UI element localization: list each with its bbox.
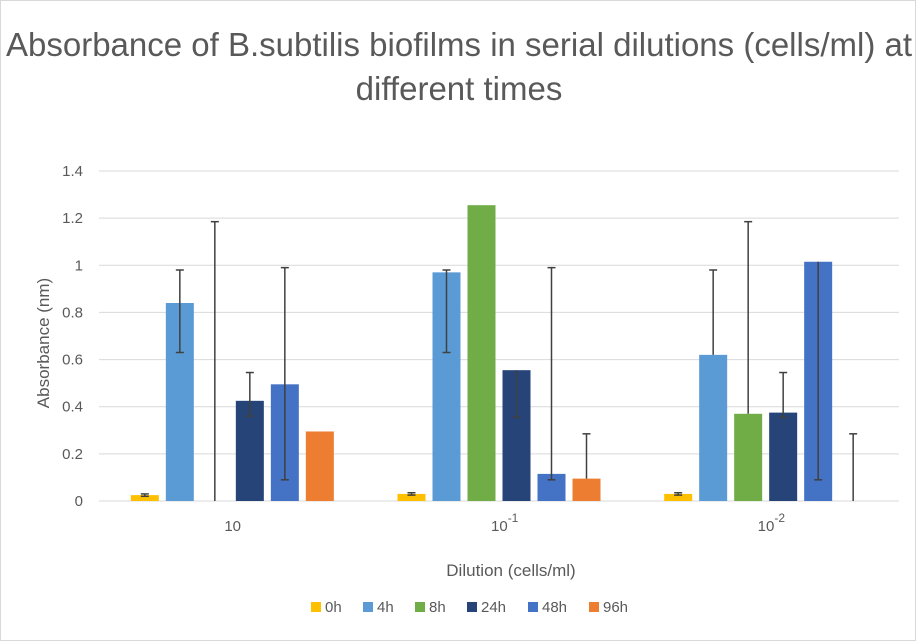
legend-label-0h: 0h	[325, 599, 342, 616]
legend-label-8h: 8h	[429, 599, 446, 616]
bar-24h-0	[235, 400, 264, 501]
legend-swatch-48h	[528, 602, 538, 612]
y-tick-label: 0.2	[62, 446, 83, 463]
legend-label-24h: 24h	[481, 599, 506, 616]
y-axis-label: Absorbance (nm)	[34, 278, 53, 408]
x-tick-label: 10-1	[491, 511, 519, 535]
legend-swatch-24h	[467, 602, 477, 612]
x-axis-label: Dilution (cells/ml)	[446, 561, 575, 580]
bar-8h-2	[734, 413, 763, 501]
x-tick-label: 10-2	[758, 511, 786, 535]
bar-0h-2	[664, 493, 693, 501]
legend-label-48h: 48h	[542, 599, 567, 616]
gridlines	[99, 170, 899, 502]
bar-0h-0	[130, 495, 159, 501]
y-tick-label: 0	[75, 493, 83, 510]
x-tick-label: 10	[224, 518, 241, 535]
error-bars	[140, 220, 858, 501]
legend-label-96h: 96h	[603, 599, 628, 616]
legend-swatch-0h	[311, 602, 321, 612]
bar-8h-1	[467, 205, 496, 501]
legend-swatch-96h	[589, 602, 599, 612]
y-tick-label: 0.8	[62, 304, 83, 321]
y-tick-label: 1.4	[62, 163, 83, 180]
y-tick-label: 0.6	[62, 352, 83, 369]
y-tick-label: 0.4	[62, 399, 83, 416]
chart-title: Absorbance of B.subtilis biofilms in ser…	[5, 26, 913, 107]
legend-label-4h: 4h	[377, 599, 394, 616]
legend-swatch-4h	[363, 602, 373, 612]
bar-96h-1	[572, 478, 601, 501]
y-tick-label: 1	[75, 257, 83, 274]
legend-swatch-8h	[415, 602, 425, 612]
y-tick-label: 1.2	[62, 210, 83, 227]
bar-4h-2	[699, 354, 728, 501]
bar-96h-0	[305, 431, 334, 501]
bar-24h-2	[769, 412, 798, 501]
tick-labels: 0 0.2 0.4 0.6 0.8 1 1.2 1.4 10 10-1 10-2	[62, 163, 785, 535]
bar-0h-1	[397, 493, 426, 501]
bars	[130, 205, 833, 501]
legend: 0h 4h 8h 24h 48h 96h	[311, 599, 628, 616]
